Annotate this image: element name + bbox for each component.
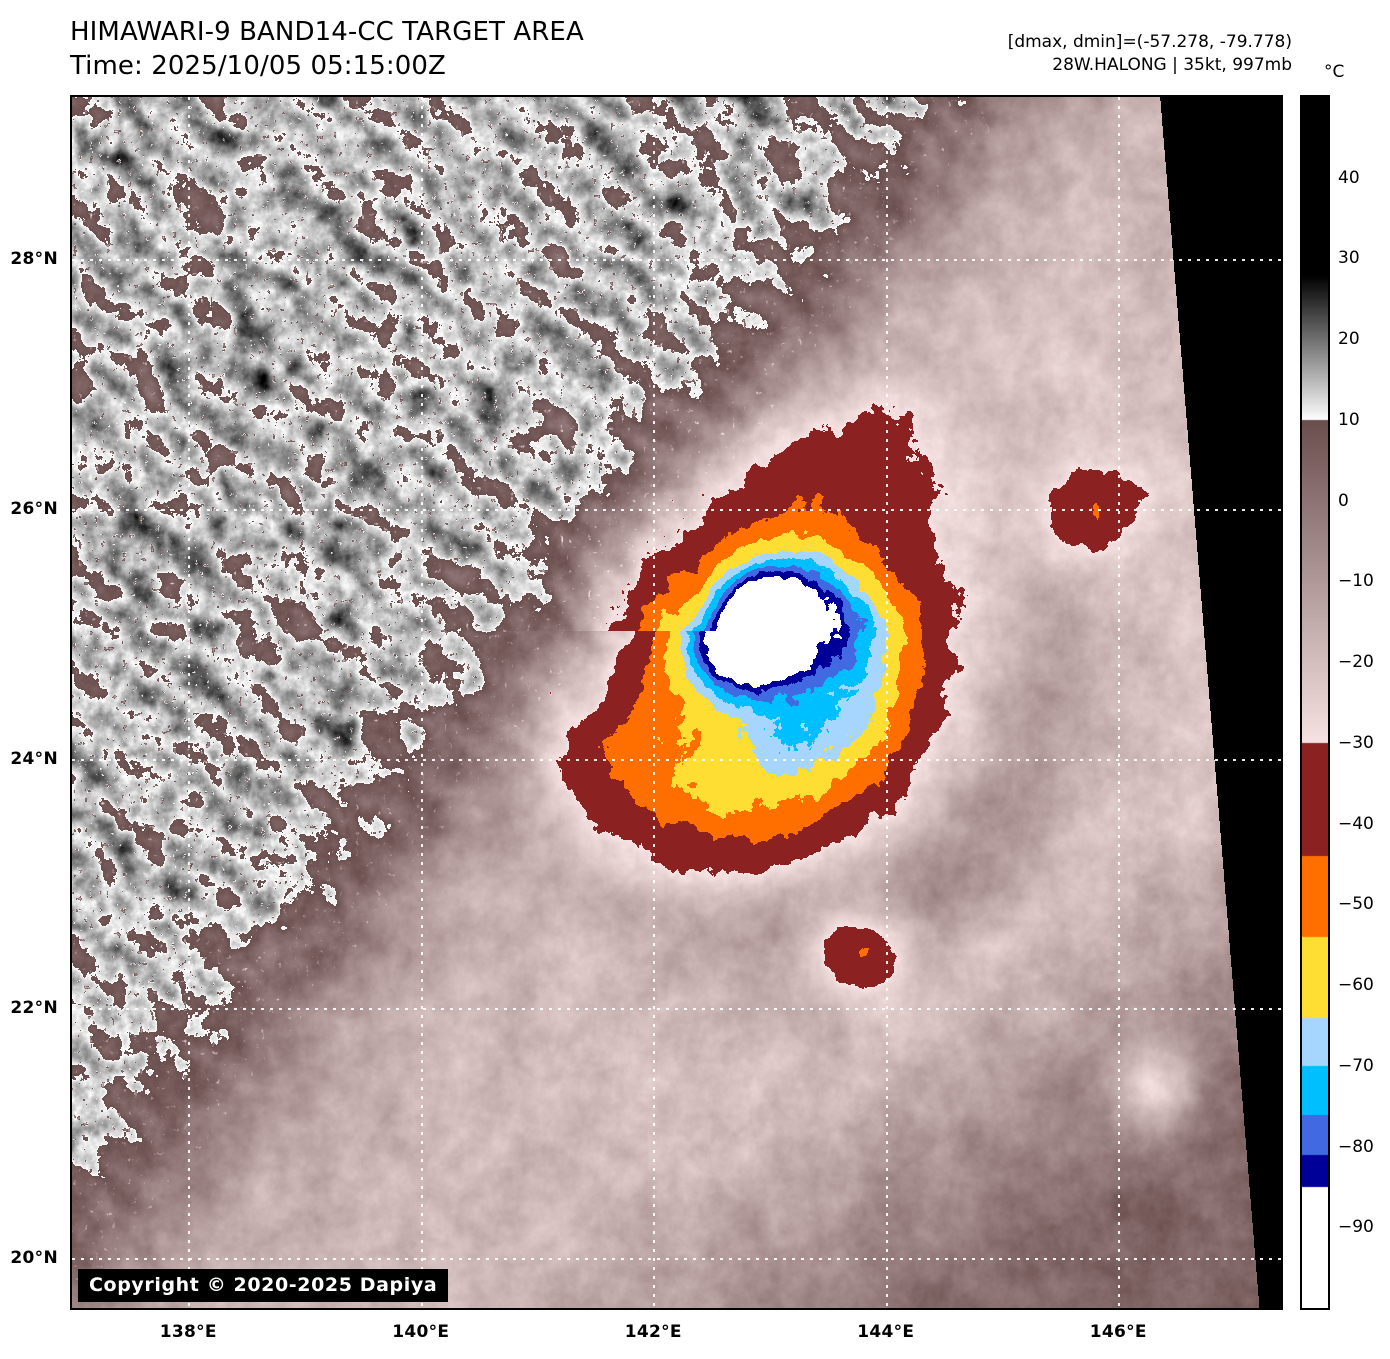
colorbar xyxy=(1300,95,1330,1310)
x-tick-label: 138°E xyxy=(159,1322,217,1342)
y-tick-label: 28°N xyxy=(10,249,58,270)
header-meta-block: [dmax, dmin]=(-57.278, -79.778) 28W.HALO… xyxy=(1008,31,1292,77)
colorbar-tick-label: −20 xyxy=(1338,652,1374,673)
data-range-line: [dmax, dmin]=(-57.278, -79.778) xyxy=(1007,32,1292,52)
colorbar-tick-label: −50 xyxy=(1338,894,1374,915)
copyright-badge: Copyright © 2020-2025 Dapiya xyxy=(78,1269,449,1302)
colorbar-tick-label: 30 xyxy=(1338,248,1360,269)
colorbar-tick-label: −30 xyxy=(1338,732,1374,753)
page-title: HIMAWARI-9 BAND14-CC TARGET AREA xyxy=(70,17,584,47)
header-title-block: HIMAWARI-9 BAND14-CC TARGET AREA Time: 2… xyxy=(70,16,584,84)
colorbar-tick-label: −70 xyxy=(1338,1055,1374,1076)
storm-info-line: 28W.HALONG | 35kt, 997mb xyxy=(1052,54,1292,75)
colorbar-tick-label: 40 xyxy=(1338,167,1360,188)
colorbar-tick-label: −40 xyxy=(1338,813,1374,834)
colorbar-tick-label: −10 xyxy=(1338,571,1374,592)
x-tick-label: 146°E xyxy=(1089,1322,1147,1342)
colorbar-tick-label: −80 xyxy=(1338,1136,1374,1157)
colorbar-canvas xyxy=(1302,97,1328,1308)
colorbar-unit-label: °C xyxy=(1324,62,1345,82)
y-tick-label: 22°N xyxy=(10,998,58,1019)
y-tick-label: 24°N xyxy=(10,748,58,769)
x-tick-label: 144°E xyxy=(857,1322,915,1342)
x-tick-label: 140°E xyxy=(392,1322,450,1342)
timestamp-line: Time: 2025/10/05 05:15:00Z xyxy=(70,50,446,81)
colorbar-tick-label: −60 xyxy=(1338,975,1374,996)
colorbar-tick-label: 20 xyxy=(1338,329,1360,350)
colorbar-tick-label: 10 xyxy=(1338,409,1360,430)
satellite-image-plot[interactable]: Copyright © 2020-2025 Dapiya xyxy=(70,95,1283,1310)
y-tick-label: 20°N xyxy=(10,1248,58,1269)
satellite-imagery-canvas xyxy=(72,97,1281,1308)
y-tick-label: 26°N xyxy=(10,498,58,519)
colorbar-tick-label: 0 xyxy=(1338,490,1349,511)
x-tick-label: 142°E xyxy=(624,1322,682,1342)
colorbar-tick-label: −90 xyxy=(1338,1217,1374,1238)
